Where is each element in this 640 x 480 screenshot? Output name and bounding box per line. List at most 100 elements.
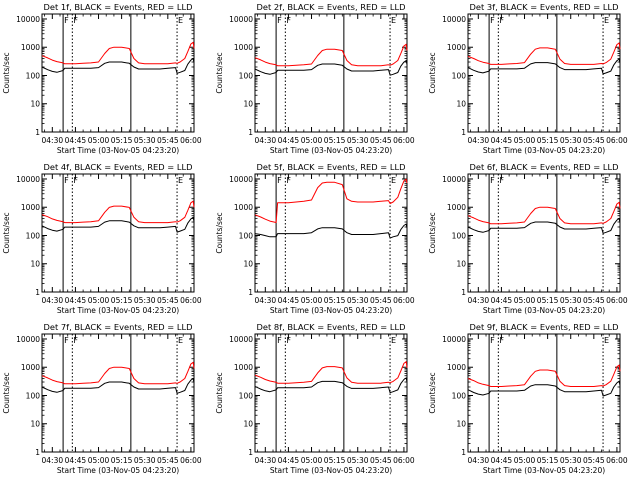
y-axis-label: Counts/sec (428, 52, 437, 93)
x-tick-label: 06:00 (606, 296, 628, 305)
flag-marker-label: F (499, 16, 504, 25)
x-tick-label: 04:45 (278, 136, 300, 145)
y-axis-label: Counts/sec (215, 372, 224, 413)
plot-frame (467, 173, 621, 293)
y-tick-label: 10000 (229, 175, 253, 184)
x-tick-label: 04:30 (468, 456, 490, 465)
flag-marker-label: F (499, 176, 504, 185)
panel-det-2: Det 2f, BLACK = Events, RED = LLD 1 10 100 1… (215, 2, 415, 155)
y-tick-label: 10 (243, 100, 253, 109)
series-line-events (254, 377, 408, 394)
y-tick-label: 1 (35, 128, 40, 137)
x-tick-label: 04:30 (42, 456, 64, 465)
panel-det-1: Det 1f, BLACK = Events, RED = LLD 1 10 100 1… (2, 2, 202, 155)
x-tick-label: 05:15 (324, 456, 346, 465)
x-tick-label: 06:00 (393, 456, 415, 465)
y-tick-label: 100 (452, 71, 467, 80)
y-axis-label: Counts/sec (2, 52, 11, 93)
y-tick-label: 1000 (447, 363, 466, 372)
x-tick-label: 05:45 (583, 136, 605, 145)
y-axis-label: Counts/sec (215, 52, 224, 93)
x-tick-label: 04:45 (278, 296, 300, 305)
x-tick-label: 06:00 (393, 296, 415, 305)
y-tick-label: 1000 (234, 363, 253, 372)
y-tick-label: 10 (30, 420, 40, 429)
x-tick-label: 05:30 (347, 296, 369, 305)
y-tick-label: 100 (239, 391, 254, 400)
x-axis-label: Start Time (03-Nov-05 04:23:20) (483, 306, 605, 315)
plot-frame (41, 173, 195, 293)
x-tick-label: 05:00 (301, 296, 323, 305)
series-line-events (254, 223, 408, 239)
y-tick-label: 100 (239, 231, 254, 240)
panel-title: Det 7f, BLACK = Events, RED = LLD (44, 322, 193, 332)
y-tick-label: 100 (26, 391, 41, 400)
flag-marker-label: E (391, 176, 396, 185)
panel-det-4: Det 4f, BLACK = Events, RED = LLD 1 10 100 1… (2, 162, 202, 315)
x-tick-label: 04:30 (42, 296, 64, 305)
panel-det-7: Det 7f, BLACK = Events, RED = LLD 1 10 100 1… (2, 322, 202, 475)
plot-frame (41, 333, 195, 453)
y-tick-label: 10 (243, 420, 253, 429)
flag-marker-label: F (73, 176, 78, 185)
y-tick-label: 10000 (16, 175, 40, 184)
x-tick-label: 05:00 (88, 136, 110, 145)
x-tick-label: 05:00 (514, 456, 536, 465)
x-tick-label: 05:00 (514, 296, 536, 305)
x-tick-label: 04:30 (468, 136, 490, 145)
panel-title: Det 4f, BLACK = Events, RED = LLD (44, 162, 193, 172)
x-tick-label: 05:30 (347, 136, 369, 145)
flag-marker-label: F (64, 176, 69, 185)
x-tick-label: 04:30 (42, 136, 64, 145)
x-tick-label: 06:00 (180, 456, 202, 465)
y-tick-label: 100 (26, 71, 41, 80)
x-tick-label: 05:00 (301, 456, 323, 465)
series-line-lld (254, 361, 408, 384)
x-tick-label: 04:30 (255, 456, 277, 465)
series-line-lld (254, 178, 408, 223)
y-axis-label: Counts/sec (2, 372, 11, 413)
x-tick-label: 05:15 (111, 456, 133, 465)
panel-title: Det 6f, BLACK = Events, RED = LLD (470, 162, 619, 172)
x-tick-label: 04:45 (278, 456, 300, 465)
flag-marker-label: F (277, 336, 282, 345)
y-tick-label: 1000 (21, 363, 40, 372)
panel-det-5: Det 5f, BLACK = Events, RED = LLD 1 10 100 1… (215, 162, 415, 315)
panel-title: Det 2f, BLACK = Events, RED = LLD (257, 2, 406, 12)
series-line-events (467, 380, 621, 397)
plot-frame (254, 13, 408, 133)
series-line-lld (467, 201, 621, 225)
x-tick-label: 05:30 (134, 136, 156, 145)
x-tick-label: 05:00 (88, 296, 110, 305)
y-tick-label: 1000 (447, 43, 466, 52)
y-tick-label: 10000 (16, 15, 40, 24)
y-tick-label: 10000 (229, 335, 253, 344)
x-tick-label: 05:15 (324, 136, 346, 145)
x-tick-label: 05:45 (583, 456, 605, 465)
x-axis-label: Start Time (03-Nov-05 04:23:20) (57, 466, 179, 475)
plot-frame (467, 333, 621, 453)
flag-marker-label: E (604, 16, 609, 25)
y-tick-label: 100 (452, 231, 467, 240)
x-axis-label: Start Time (03-Nov-05 04:23:20) (270, 146, 392, 155)
x-tick-label: 05:00 (514, 136, 536, 145)
y-tick-label: 10000 (16, 335, 40, 344)
panel-det-8: Det 8f, BLACK = Events, RED = LLD 1 10 100 1… (215, 322, 415, 475)
flag-marker-label: E (604, 176, 609, 185)
x-tick-label: 05:45 (370, 296, 392, 305)
panel-det-6: Det 6f, BLACK = Events, RED = LLD 1 10 100 1… (428, 162, 628, 315)
series-line-events (467, 58, 621, 75)
flag-marker-label: E (604, 336, 609, 345)
x-tick-label: 04:45 (65, 136, 87, 145)
x-tick-label: 05:30 (134, 296, 156, 305)
flag-marker-label: E (178, 336, 183, 345)
x-tick-label: 05:00 (88, 456, 110, 465)
y-axis-label: Counts/sec (428, 372, 437, 413)
x-tick-label: 05:30 (347, 456, 369, 465)
x-axis-label: Start Time (03-Nov-05 04:23:20) (57, 146, 179, 155)
y-tick-label: 1 (35, 288, 40, 297)
y-tick-label: 10000 (442, 15, 466, 24)
y-tick-label: 1000 (234, 43, 253, 52)
y-tick-label: 1 (248, 448, 253, 457)
x-tick-label: 05:30 (560, 136, 582, 145)
